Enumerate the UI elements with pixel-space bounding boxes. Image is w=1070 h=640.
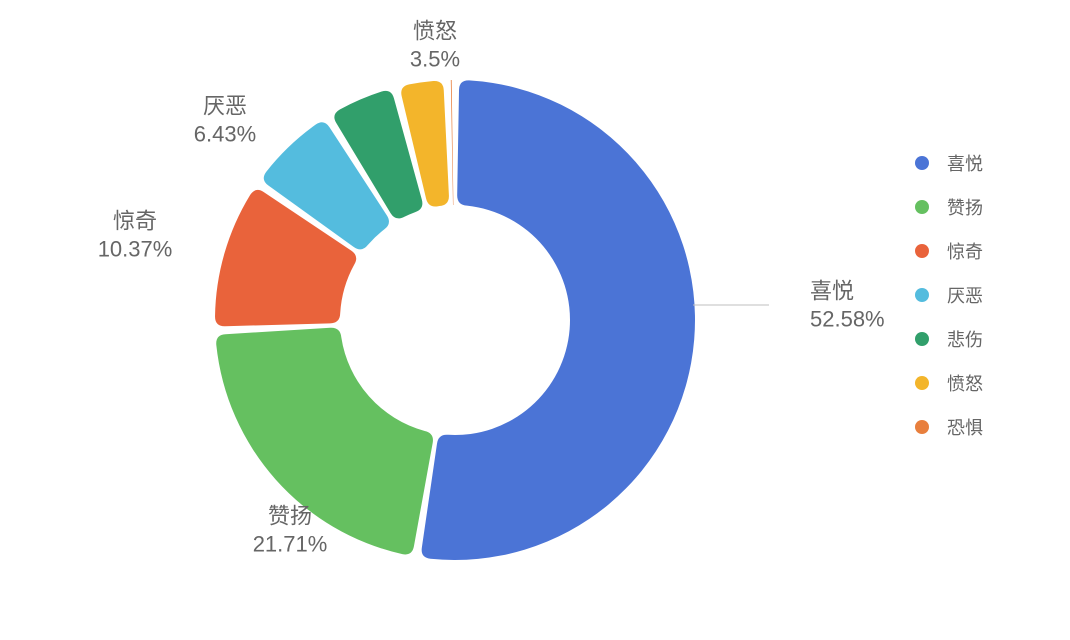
legend-label: 喜悦 xyxy=(947,150,983,176)
legend-dot-icon xyxy=(915,244,929,258)
legend-dot-icon xyxy=(915,420,929,434)
slice-label-2: 惊奇10.37% xyxy=(98,208,173,263)
legend-item-3: 厌恶 xyxy=(915,282,983,308)
slice-label-value: 52.58% xyxy=(810,305,885,333)
legend-item-5: 愤怒 xyxy=(915,370,983,396)
slice-label-value: 3.5% xyxy=(410,45,460,73)
legend-dot-icon xyxy=(915,288,929,302)
donut-svg xyxy=(0,0,1070,640)
slice-label-value: 10.37% xyxy=(98,235,173,263)
legend-label: 恐惧 xyxy=(947,414,983,440)
legend-label: 愤怒 xyxy=(947,370,983,396)
legend-item-6: 恐惧 xyxy=(915,414,983,440)
legend-item-0: 喜悦 xyxy=(915,150,983,176)
slice-label-name: 赞扬 xyxy=(253,503,328,531)
donut-chart: { "chart": { "type": "donut", "backgroun… xyxy=(0,0,1070,640)
legend-item-2: 惊奇 xyxy=(915,238,983,264)
legend-label: 赞扬 xyxy=(947,194,983,220)
slice-label-1: 赞扬21.71% xyxy=(253,503,328,558)
slice-label-value: 6.43% xyxy=(194,120,256,148)
legend-dot-icon xyxy=(915,200,929,214)
slice-label-3: 厌恶6.43% xyxy=(194,93,256,148)
legend-label: 厌恶 xyxy=(947,282,983,308)
slice-0 xyxy=(422,80,695,560)
legend-label: 悲伤 xyxy=(947,326,983,352)
slice-label-name: 惊奇 xyxy=(98,208,173,236)
slice-label-value: 21.71% xyxy=(253,530,328,558)
slice-label-5: 愤怒3.5% xyxy=(410,18,460,73)
legend-dot-icon xyxy=(915,156,929,170)
legend-dot-icon xyxy=(915,332,929,346)
slice-label-name: 厌恶 xyxy=(194,93,256,121)
legend-label: 惊奇 xyxy=(947,238,983,264)
legend: 喜悦赞扬惊奇厌恶悲伤愤怒恐惧 xyxy=(915,150,983,458)
legend-dot-icon xyxy=(915,376,929,390)
slice-label-0: 喜悦52.58% xyxy=(810,278,885,333)
slice-label-name: 喜悦 xyxy=(810,278,885,306)
slice-6 xyxy=(451,80,454,205)
slice-label-name: 愤怒 xyxy=(410,18,460,46)
legend-item-4: 悲伤 xyxy=(915,326,983,352)
legend-item-1: 赞扬 xyxy=(915,194,983,220)
